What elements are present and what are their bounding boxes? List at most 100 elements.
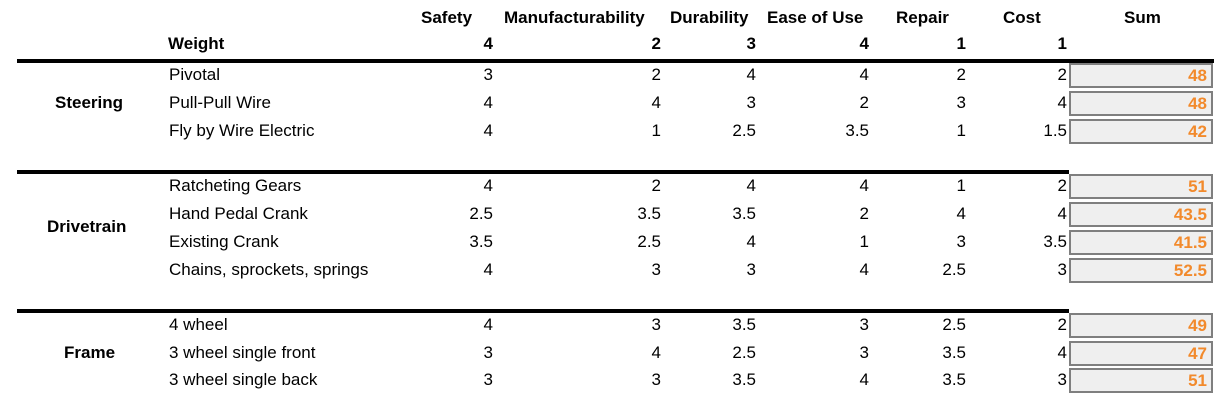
- row-label: Ratcheting Gears: [169, 176, 302, 195]
- score-cost: 2: [1057, 176, 1067, 195]
- weight-durability: 3: [746, 34, 756, 53]
- score-ease-of-use: 4: [859, 65, 869, 84]
- score-cost: 2: [1057, 315, 1067, 334]
- score-safety: 3: [483, 343, 493, 362]
- score-durability: 4: [746, 176, 756, 195]
- score-repair: 4: [956, 204, 966, 223]
- score-repair: 3.5: [942, 343, 966, 362]
- score-manufacturability: 3: [651, 260, 661, 279]
- group-label-frame: Frame: [64, 343, 116, 362]
- group-divider-frame: [17, 309, 1069, 313]
- score-manufacturability: 4: [651, 343, 661, 362]
- row-label: 3 wheel single back: [169, 370, 318, 389]
- row-label: Existing Crank: [169, 232, 279, 251]
- score-ease-of-use: 3: [859, 343, 869, 362]
- row-label: Hand Pedal Crank: [169, 204, 308, 223]
- sum-cell: 43.5: [1069, 202, 1213, 227]
- score-cost: 2: [1057, 65, 1067, 84]
- score-repair: 3: [956, 232, 966, 251]
- score-repair: 2: [956, 65, 966, 84]
- sum-cell: 48: [1069, 91, 1213, 116]
- sum-cell: 41.5: [1069, 230, 1213, 255]
- score-repair: 1: [956, 176, 966, 195]
- score-manufacturability: 2: [651, 176, 661, 195]
- weight-repair: 1: [956, 34, 966, 53]
- col-header-manufacturability: Manufacturability: [504, 8, 645, 27]
- weight-safety: 4: [483, 34, 493, 53]
- score-durability: 2.5: [732, 121, 756, 140]
- score-cost: 4: [1057, 204, 1067, 223]
- score-repair: 3.5: [942, 370, 966, 389]
- group-label-steering: Steering: [55, 93, 124, 112]
- score-cost: 4: [1057, 93, 1067, 112]
- col-header-safety: Safety: [421, 8, 473, 27]
- weight-ease-of-use: 4: [859, 34, 869, 53]
- score-ease-of-use: 2: [859, 93, 869, 112]
- score-durability: 3.5: [732, 315, 756, 334]
- score-cost: 3: [1057, 260, 1067, 279]
- score-durability: 4: [746, 232, 756, 251]
- score-cost: 3.5: [1043, 232, 1067, 251]
- score-ease-of-use: 4: [859, 176, 869, 195]
- score-safety: 3.5: [469, 232, 493, 251]
- score-durability: 3.5: [732, 204, 756, 223]
- sum-cell: 49: [1069, 313, 1213, 338]
- score-manufacturability: 3: [651, 370, 661, 389]
- score-repair: 2.5: [942, 315, 966, 334]
- sum-cell: 47: [1069, 341, 1213, 366]
- score-safety: 4: [483, 315, 493, 334]
- row-label: Pull-Pull Wire: [169, 93, 272, 112]
- score-repair: 3: [956, 93, 966, 112]
- score-safety: 4: [483, 260, 493, 279]
- weight-manufacturability: 2: [651, 34, 661, 53]
- score-cost: 4: [1057, 343, 1067, 362]
- score-repair: 1: [956, 121, 966, 140]
- score-durability: 3.5: [732, 370, 756, 389]
- sum-cell: 51: [1069, 368, 1213, 393]
- score-safety: 2.5: [469, 204, 493, 223]
- row-label: Fly by Wire Electric: [169, 121, 315, 140]
- sum-cell: 52.5: [1069, 258, 1213, 283]
- score-cost: 3: [1057, 370, 1067, 389]
- header-rule: [17, 59, 1214, 63]
- score-safety: 3: [483, 370, 493, 389]
- group-divider-drivetrain: [17, 170, 1069, 174]
- score-repair: 2.5: [942, 260, 966, 279]
- sum-cell: 51: [1069, 174, 1213, 199]
- row-label: Pivotal: [169, 65, 221, 84]
- score-durability: 3: [746, 260, 756, 279]
- weight-label: Weight: [168, 34, 225, 53]
- score-manufacturability: 3: [651, 315, 661, 334]
- score-safety: 4: [483, 93, 493, 112]
- score-ease-of-use: 1: [859, 232, 869, 251]
- weight-cost: 1: [1057, 34, 1067, 53]
- score-ease-of-use: 4: [859, 370, 869, 389]
- score-durability: 4: [746, 65, 756, 84]
- group-label-drivetrain: Drivetrain: [47, 217, 127, 236]
- col-header-repair: Repair: [896, 8, 949, 27]
- col-header-durability: Durability: [670, 8, 749, 27]
- score-ease-of-use: 3: [859, 315, 869, 334]
- score-durability: 3: [746, 93, 756, 112]
- score-ease-of-use: 2: [859, 204, 869, 223]
- col-header-cost: Cost: [1003, 8, 1041, 27]
- sum-cell: 42: [1069, 119, 1213, 144]
- score-safety: 3: [483, 65, 493, 84]
- score-manufacturability: 1: [651, 121, 661, 140]
- row-label: 3 wheel single front: [169, 343, 316, 362]
- score-manufacturability: 4: [651, 93, 661, 112]
- col-header-ease-of-use: Ease of Use: [767, 8, 864, 27]
- score-ease-of-use: 4: [859, 260, 869, 279]
- score-manufacturability: 2: [651, 65, 661, 84]
- score-manufacturability: 2.5: [637, 232, 661, 251]
- row-label: 4 wheel: [169, 315, 228, 334]
- score-cost: 1.5: [1043, 121, 1067, 140]
- score-ease-of-use: 3.5: [845, 121, 869, 140]
- sum-cell: 48: [1069, 63, 1213, 88]
- score-safety: 4: [483, 121, 493, 140]
- score-durability: 2.5: [732, 343, 756, 362]
- score-manufacturability: 3.5: [637, 204, 661, 223]
- row-label: Chains, sprockets, springs: [169, 260, 369, 279]
- score-safety: 4: [483, 176, 493, 195]
